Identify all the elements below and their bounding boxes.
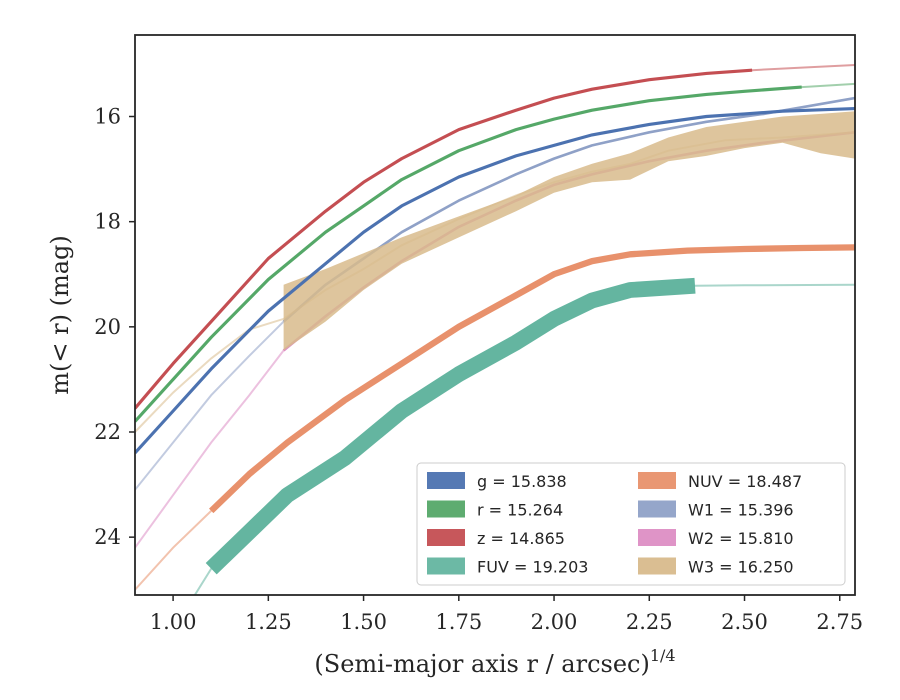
series-5-extrapolation-line bbox=[135, 97, 855, 491]
x-tick-label: 2.00 bbox=[531, 610, 578, 634]
legend-swatch-6 bbox=[638, 529, 676, 546]
series-3-measured-band bbox=[205, 277, 696, 575]
legend-swatch-7 bbox=[638, 557, 676, 575]
legend-label-4: NUV = 18.487 bbox=[688, 472, 802, 491]
series-7-extrapolation-line bbox=[135, 131, 855, 433]
series-7 bbox=[135, 111, 855, 433]
y-tick-label: 22 bbox=[94, 420, 121, 444]
x-tick-label: 2.75 bbox=[816, 610, 863, 634]
legend-frame bbox=[416, 462, 846, 586]
series-0 bbox=[135, 107, 855, 455]
series-2 bbox=[135, 64, 855, 410]
series-5 bbox=[135, 96, 855, 491]
series-7-uncertainty-band bbox=[283, 111, 855, 351]
x-tick-label: 1.50 bbox=[340, 610, 387, 634]
legend-swatch-3 bbox=[427, 557, 465, 575]
y-tick-label: 18 bbox=[94, 210, 121, 234]
legend-label-1: r = 15.264 bbox=[477, 501, 563, 520]
legend-swatch-4 bbox=[638, 472, 676, 489]
legend-swatch-1 bbox=[427, 500, 465, 518]
legend-label-2: z = 14.865 bbox=[477, 529, 565, 548]
legend-label-3: FUV = 19.203 bbox=[477, 558, 588, 577]
x-tick-label: 2.50 bbox=[721, 610, 768, 634]
series-3 bbox=[193, 277, 855, 595]
legend-label-0: g = 15.838 bbox=[477, 472, 567, 491]
y-tick-label: 16 bbox=[94, 105, 121, 129]
y-axis-label: m(< r) (mag) bbox=[46, 235, 74, 394]
x-axis: 1.00 1.25 1.50 1.75 2.00 2.25 2.50 2.75 bbox=[150, 595, 863, 634]
series-0-extrapolation-line bbox=[135, 107, 855, 454]
legend-label-6: W2 = 15.810 bbox=[688, 529, 794, 548]
series-2-measured-band bbox=[135, 68, 753, 410]
x-axis-label-superscript: 1/4 bbox=[650, 646, 676, 665]
legend-swatch-2 bbox=[427, 529, 465, 546]
x-axis-label: (Semi-major axis r / arcsec)1/4 bbox=[314, 646, 675, 678]
legend: g = 15.838 r = 15.264 z = 14.865 FUV = 19.2… bbox=[416, 462, 846, 586]
legend-swatch-0 bbox=[427, 472, 465, 489]
series-4-measured-band bbox=[209, 244, 855, 514]
x-tick-label: 1.75 bbox=[435, 610, 482, 634]
legend-label-5: W1 = 15.396 bbox=[688, 501, 794, 520]
y-tick-label: 20 bbox=[94, 315, 121, 339]
legend-label-7: W3 = 16.250 bbox=[688, 558, 794, 577]
series-layer bbox=[135, 64, 855, 595]
series-1 bbox=[135, 82, 855, 423]
x-tick-label: 1.00 bbox=[150, 610, 197, 634]
series-0-measured-band bbox=[135, 107, 855, 455]
series-4 bbox=[135, 244, 855, 591]
series-1-measured-band bbox=[135, 85, 802, 423]
legend-swatch-5 bbox=[638, 500, 676, 518]
y-tick-label: 24 bbox=[94, 525, 121, 549]
x-tick-label: 1.25 bbox=[245, 610, 292, 634]
plot-frame bbox=[134, 34, 856, 596]
x-tick-label: 2.25 bbox=[626, 610, 673, 634]
y-axis: 16 18 20 22 24 bbox=[94, 105, 135, 549]
